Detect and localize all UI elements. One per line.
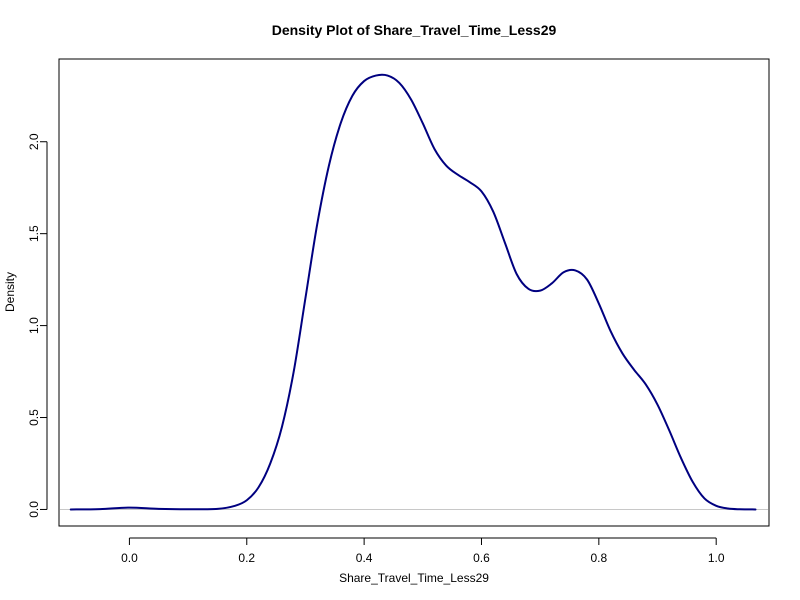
x-tick-label: 0.2 [238, 551, 255, 565]
y-tick-label: 0.0 [27, 501, 41, 518]
x-tick-label: 0.0 [121, 551, 138, 565]
density-curve [69, 73, 757, 511]
y-axis-label: Density [3, 272, 17, 312]
chart-title: Density Plot of Share_Travel_Time_Less29 [272, 22, 557, 38]
x-axis-label: Share_Travel_Time_Less29 [339, 571, 489, 585]
plot-frame [58, 58, 770, 527]
y-tick-label: 1.0 [27, 317, 41, 334]
y-tick-label: 1.5 [27, 225, 41, 242]
x-tick-label: 0.8 [590, 551, 607, 565]
y-tick-label: 2.0 [27, 133, 41, 150]
y-axis: 0.0 0.5 1.0 1.5 2.0 [27, 133, 48, 518]
x-tick-label: 1.0 [708, 551, 725, 565]
y-tick-label: 0.5 [27, 409, 41, 426]
x-tick-label: 0.4 [356, 551, 373, 565]
x-tick-label: 0.6 [473, 551, 490, 565]
x-axis: 0.0 0.2 0.4 0.6 0.8 1.0 [121, 537, 725, 565]
